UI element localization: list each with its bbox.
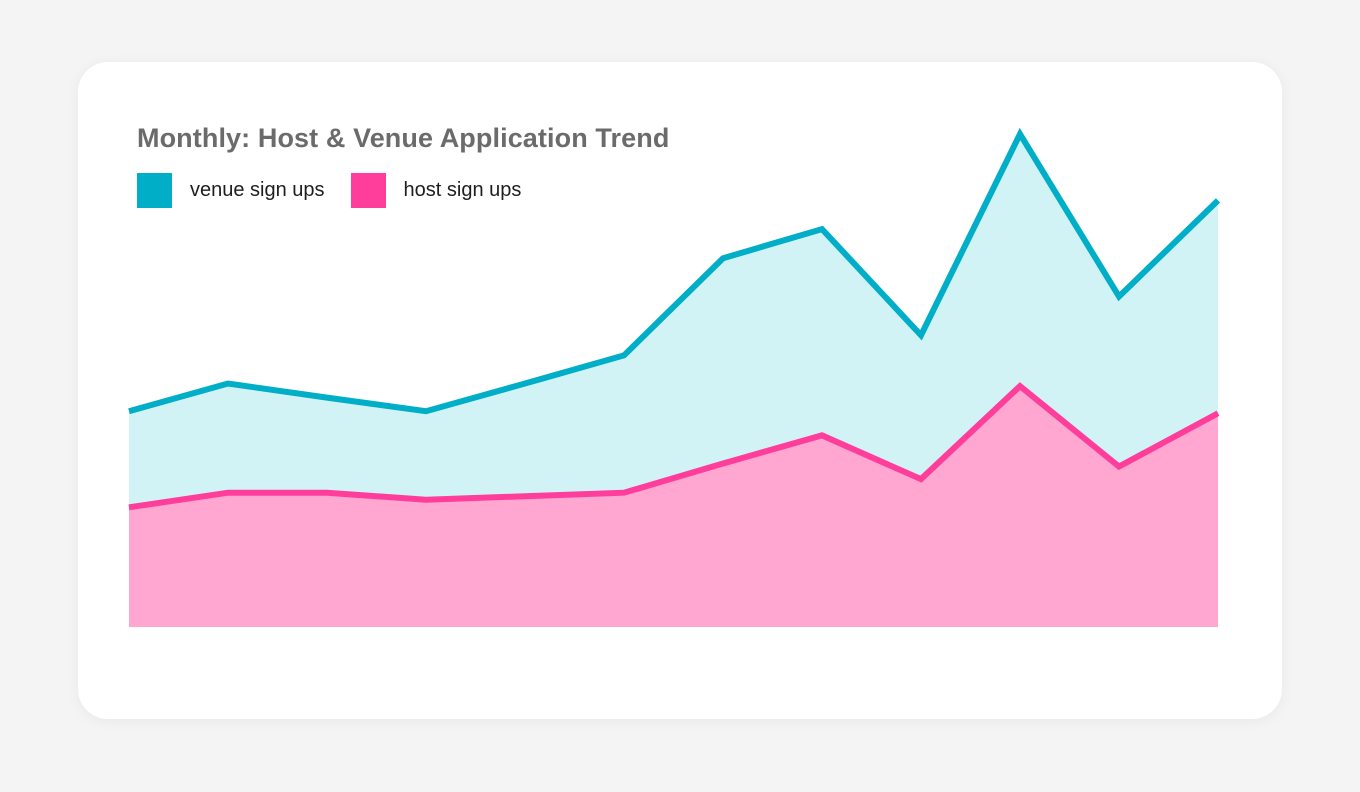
legend-item-host: host sign ups	[350, 173, 522, 208]
series-line-venue	[128, 127, 1221, 415]
data-point-venue-8	[819, 226, 825, 232]
data-point-host-3	[324, 490, 330, 496]
data-point-venue-12	[1215, 197, 1221, 203]
data-point-host-10	[1017, 383, 1023, 389]
legend-swatch-host	[350, 173, 386, 208]
data-point-host-5	[522, 493, 528, 499]
data-point-venue-1	[126, 408, 132, 414]
data-point-host-1	[126, 504, 132, 510]
data-point-host-8	[819, 432, 825, 438]
legend-label-venue: venue sign ups	[190, 179, 325, 201]
data-point-host-9	[918, 476, 924, 482]
area-chart	[126, 127, 1221, 627]
data-point-venue-9	[918, 332, 924, 338]
series-line-host	[128, 382, 1220, 511]
data-point-host-6	[621, 490, 627, 496]
data-point-venue-7	[720, 255, 726, 261]
data-point-host-7	[720, 461, 726, 467]
chart-title: Monthly: Host & Venue Application Trend	[137, 123, 670, 153]
data-point-host-11	[1116, 464, 1122, 470]
data-point-venue-3	[324, 395, 330, 401]
area-fill-host	[129, 386, 1218, 627]
data-point-host-12	[1215, 410, 1221, 416]
data-point-venue-11	[1116, 294, 1122, 300]
legend-label-host: host sign ups	[403, 179, 522, 201]
data-point-venue-4	[423, 408, 429, 414]
chart-legend: venue sign ups host sign ups	[137, 173, 547, 208]
data-point-venue-2	[225, 381, 231, 387]
data-point-venue-6	[621, 352, 627, 358]
legend-item-venue: venue sign ups	[137, 173, 325, 208]
chart-card: Monthly: Host & Venue Application Trend …	[78, 62, 1282, 719]
data-point-host-2	[225, 490, 231, 496]
legend-swatch-venue	[137, 173, 172, 208]
data-point-host-4	[423, 497, 429, 503]
data-point-venue-5	[522, 381, 528, 387]
data-point-venue-10	[1017, 131, 1023, 137]
